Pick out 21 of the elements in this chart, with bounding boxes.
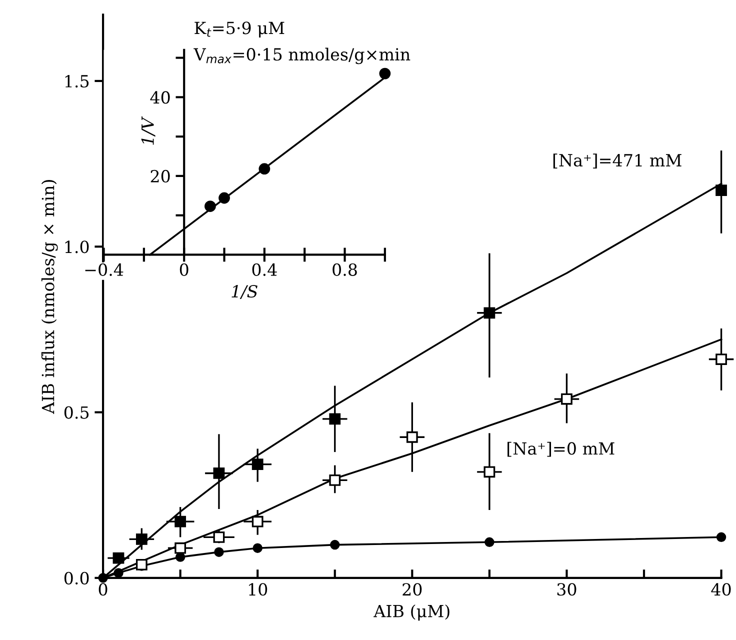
x-axis-title: AIB (μM) [374,604,450,621]
x-axis-title: 1/S [232,285,258,299]
y-tick-label: 1.5 [65,74,89,88]
x-tick-label: 0 [180,263,188,276]
x-tick-label: 20 [402,583,422,596]
x-tick-label: 30 [557,583,576,596]
y-tick-label: 0.0 [64,572,89,584]
y-axis-title: AIB influx (nmoles/g × min) [41,180,58,414]
annotation: [Na⁺]=0 mM [508,442,614,457]
x-tick-label: 40 [711,583,731,596]
annotation: K$_{t}$=5·9 μM [194,22,284,38]
y-tick-label: 0.5 [64,406,89,419]
annotation: V$_{max}$=0·15 nmoles/g×min [194,48,410,64]
x-tick-label: 0.8 [332,263,357,276]
annotation: [Na⁺]=471 mM [553,154,682,169]
x-tick-label: −0.4 [85,263,124,276]
x-tick-label: 0.4 [252,263,277,276]
y-axis-title: 1/V [141,116,156,145]
x-tick-label: 10 [249,583,268,596]
x-tick-label: 0 [98,583,108,596]
y-tick-label: 1.0 [65,240,89,254]
